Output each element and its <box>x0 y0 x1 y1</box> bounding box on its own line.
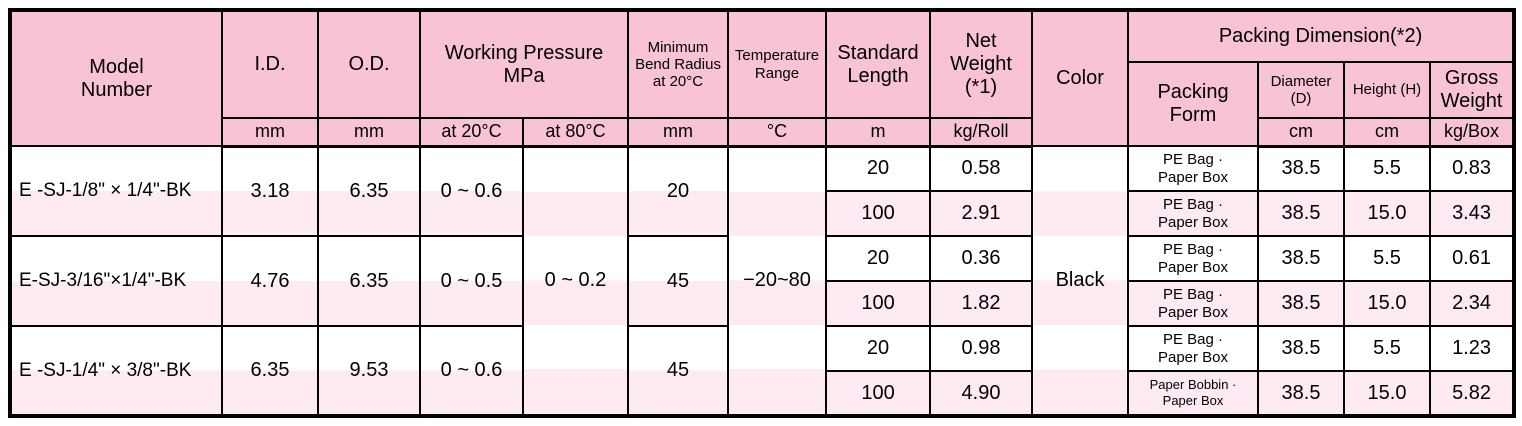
cell-gross-2a: 0.61 <box>1429 235 1516 282</box>
cell-dia-1a: 38.5 <box>1257 145 1346 192</box>
cell-net-1b: 2.91 <box>929 190 1034 237</box>
cell-bend-2: 45 <box>627 235 730 327</box>
cell-dia-3a: 38.5 <box>1257 325 1346 372</box>
cell-id-1: 3.18 <box>221 145 319 237</box>
cell-model-2: E-SJ-3/16"×1/4"-BK <box>9 235 223 327</box>
unit-net-weight: kg/Roll <box>929 117 1034 148</box>
table-header: Model Number I.D. O.D. Working Pressure … <box>9 9 1516 148</box>
cell-dia-2a: 38.5 <box>1257 235 1346 282</box>
unit-wp-at20: at 20°C <box>419 117 524 148</box>
header-color: Color <box>1031 9 1130 147</box>
cell-length-1b: 100 <box>825 190 932 237</box>
header-height: Height (H) <box>1343 61 1432 119</box>
data-row-1: E -SJ-1/8" × 1/4"-BK 3.18 6.35 0 ~ 0.6 0… <box>9 145 1516 417</box>
header-id: I.D. <box>221 9 319 119</box>
header-temperature-range: Temperature Range <box>727 9 828 119</box>
cell-height-2a: 5.5 <box>1343 235 1432 282</box>
cell-wp80-merged: 0 ~ 0.2 <box>521 145 630 417</box>
header-packing-dimension: Packing Dimension(*2) <box>1127 9 1516 63</box>
cell-form-1b: PE Bag · Paper Box <box>1127 190 1260 237</box>
cell-net-2b: 1.82 <box>929 280 1034 327</box>
unit-diameter: cm <box>1257 117 1346 148</box>
header-diameter: Diameter (D) <box>1257 61 1346 119</box>
header-bend-radius: Minimum Bend Radius at 20°C <box>627 9 730 119</box>
cell-wp20-3: 0 ~ 0.6 <box>419 325 524 417</box>
cell-form-3a: PE Bag · Paper Box <box>1127 325 1260 372</box>
data-row-6: 100 4.90 Paper Bobbin · Paper Box 38.5 1… <box>10 370 1516 417</box>
cell-bend-3: 45 <box>627 325 730 417</box>
cell-color-merged: Black <box>1031 145 1130 417</box>
unit-wp-at80: at 80°C <box>521 117 630 148</box>
cell-net-2a: 0.36 <box>929 235 1034 282</box>
header-row-2: Packing Form Diameter (D) Height (H) Gro… <box>10 61 1516 147</box>
spec-table: Model Number I.D. O.D. Working Pressure … <box>8 8 1517 418</box>
cell-model-3: E -SJ-1/4" × 3/8"-BK <box>9 325 223 417</box>
cell-gross-3b: 5.82 <box>1429 370 1516 417</box>
data-row-3: E-SJ-3/16"×1/4"-BK 4.76 6.35 0 ~ 0.5 45 … <box>9 235 1516 327</box>
cell-length-3a: 20 <box>825 325 932 372</box>
table-body: E -SJ-1/8" × 1/4"-BK 3.18 6.35 0 ~ 0.6 0… <box>9 145 1516 417</box>
unit-length: m <box>825 117 932 148</box>
cell-form-2b: PE Bag · Paper Box <box>1127 280 1260 327</box>
cell-bend-1: 20 <box>627 145 730 237</box>
unit-id: mm <box>221 117 319 148</box>
cell-height-2b: 15.0 <box>1343 280 1432 327</box>
cell-form-1a: PE Bag · Paper Box <box>1127 145 1260 192</box>
header-net-weight: Net Weight (*1) <box>929 9 1034 119</box>
cell-od-1: 6.35 <box>317 145 421 237</box>
cell-od-2: 6.35 <box>317 235 421 327</box>
cell-length-3b: 100 <box>825 370 932 417</box>
header-row-units: mm mm at 20°C at 80°C mm °C m kg/Roll cm… <box>10 117 1516 148</box>
cell-gross-1a: 0.83 <box>1429 145 1516 192</box>
cell-form-3b: Paper Bobbin · Paper Box <box>1127 370 1260 417</box>
cell-od-3: 9.53 <box>317 325 421 417</box>
cell-net-1a: 0.58 <box>929 145 1034 192</box>
data-row-2: 100 2.91 PE Bag · Paper Box 38.5 15.0 3.… <box>10 190 1516 237</box>
cell-wp20-1: 0 ~ 0.6 <box>419 145 524 237</box>
cell-net-3b: 4.90 <box>929 370 1034 417</box>
cell-id-3: 6.35 <box>221 325 319 417</box>
cell-net-3a: 0.98 <box>929 325 1034 372</box>
cell-height-3a: 5.5 <box>1343 325 1432 372</box>
cell-dia-2b: 38.5 <box>1257 280 1346 327</box>
unit-height: cm <box>1343 117 1432 148</box>
cell-form-2a: PE Bag · Paper Box <box>1127 235 1260 282</box>
cell-height-1a: 5.5 <box>1343 145 1432 192</box>
cell-length-1a: 20 <box>825 145 932 192</box>
cell-wp20-2: 0 ~ 0.5 <box>419 235 524 327</box>
header-row-1: Model Number I.D. O.D. Working Pressure … <box>9 9 1516 147</box>
unit-gross-weight: kg/Box <box>1429 117 1516 148</box>
cell-gross-3a: 1.23 <box>1429 325 1516 372</box>
cell-model-1: E -SJ-1/8" × 1/4"-BK <box>9 145 223 237</box>
cell-temp-merged: −20~80 <box>727 145 828 417</box>
cell-height-3b: 15.0 <box>1343 370 1432 417</box>
unit-od: mm <box>317 117 421 148</box>
header-gross-weight: Gross Weight <box>1429 61 1516 119</box>
cell-length-2b: 100 <box>825 280 932 327</box>
header-packing-form: Packing Form <box>1127 61 1260 147</box>
header-model-number: Model Number <box>9 9 223 147</box>
cell-id-2: 4.76 <box>221 235 319 327</box>
unit-bend: mm <box>627 117 730 148</box>
cell-dia-1b: 38.5 <box>1257 190 1346 237</box>
header-od: O.D. <box>317 9 421 119</box>
data-row-4: 100 1.82 PE Bag · Paper Box 38.5 15.0 2.… <box>10 280 1516 327</box>
cell-height-1b: 15.0 <box>1343 190 1432 237</box>
data-row-5: E -SJ-1/4" × 3/8"-BK 6.35 9.53 0 ~ 0.6 4… <box>9 325 1516 417</box>
cell-gross-1b: 3.43 <box>1429 190 1516 237</box>
cell-dia-3b: 38.5 <box>1257 370 1346 417</box>
unit-temp: °C <box>727 117 828 148</box>
header-working-pressure: Working Pressure MPa <box>418 9 630 119</box>
cell-length-2a: 20 <box>825 235 932 282</box>
cell-gross-2b: 2.34 <box>1429 280 1516 327</box>
header-standard-length: Standard Length <box>825 9 932 119</box>
